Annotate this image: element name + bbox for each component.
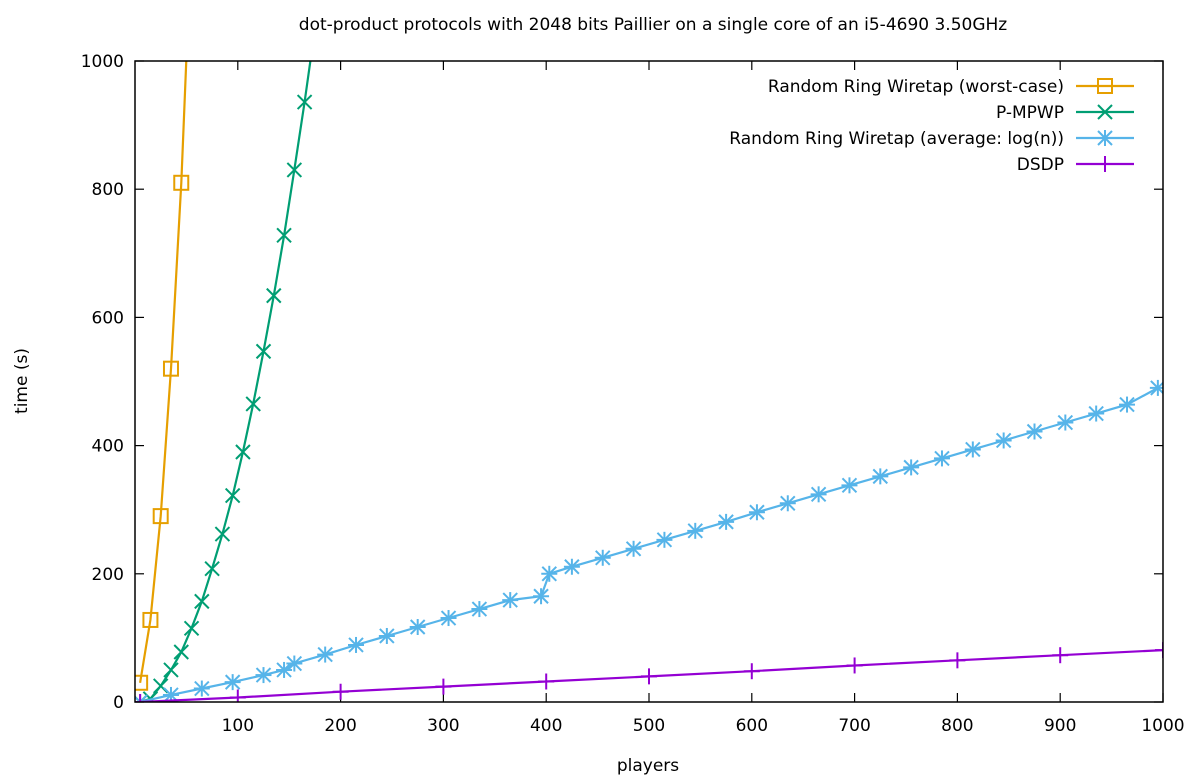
data-point-2 xyxy=(204,560,220,577)
data-point-3 xyxy=(224,674,241,691)
series-line-2 xyxy=(139,61,312,702)
legend-marker xyxy=(1097,156,1113,172)
data-point-3 xyxy=(718,513,735,530)
data-point-2 xyxy=(214,526,231,542)
data-point-2 xyxy=(245,396,261,412)
legend-label: Random Ring Wiretap (average: log(n)) xyxy=(729,129,1064,149)
series-line-3 xyxy=(139,386,1159,702)
data-point-3 xyxy=(541,565,558,582)
y-tick-label: 1000 xyxy=(81,52,124,72)
data-point-4 xyxy=(949,652,966,669)
data-point-3 xyxy=(502,592,519,609)
data-point-4 xyxy=(435,678,452,695)
data-point-3 xyxy=(625,540,642,557)
data-point-3 xyxy=(1119,396,1136,413)
data-point-2 xyxy=(276,227,292,244)
data-point-3 xyxy=(656,531,673,548)
data-point-4 xyxy=(1155,642,1163,659)
y-tick-label: 400 xyxy=(92,437,124,457)
data-point-1 xyxy=(173,174,190,191)
x-tick-label: 300 xyxy=(427,716,459,736)
data-point-2 xyxy=(224,487,241,504)
data-point-2 xyxy=(194,593,210,610)
legend-label: Random Ring Wiretap (worst-case) xyxy=(768,77,1064,97)
data-point-3 xyxy=(317,646,334,663)
x-tick-label: 1000 xyxy=(1141,716,1184,736)
y-tick-label: 800 xyxy=(92,180,124,200)
data-point-4 xyxy=(743,663,760,680)
data-point-2 xyxy=(183,620,200,636)
y-tick-label: 600 xyxy=(92,308,124,328)
x-tick-label: 100 xyxy=(222,716,254,736)
data-point-3 xyxy=(1088,405,1105,422)
plot-frame xyxy=(134,60,1164,703)
data-point-4 xyxy=(332,683,349,700)
data-point-3 xyxy=(286,655,303,672)
data-point-3 xyxy=(276,661,293,678)
data-point-2 xyxy=(173,644,189,660)
legend-marker xyxy=(1097,130,1113,146)
data-point-3 xyxy=(440,610,457,627)
data-point-3 xyxy=(779,495,796,512)
data-point-3 xyxy=(594,549,611,566)
data-point-3 xyxy=(1026,423,1043,440)
x-tick-label: 900 xyxy=(1044,716,1076,736)
data-point-2 xyxy=(163,662,179,678)
data-point-3 xyxy=(903,459,920,476)
data-point-2 xyxy=(255,343,272,360)
data-point-2 xyxy=(266,287,282,304)
x-tick-label: 800 xyxy=(941,716,973,736)
data-point-3 xyxy=(409,619,426,636)
data-point-4 xyxy=(538,673,555,690)
data-point-3 xyxy=(933,450,950,467)
data-point-4 xyxy=(229,689,246,702)
series-line-1 xyxy=(139,61,188,683)
data-point-3 xyxy=(563,558,580,575)
x-tick-label: 600 xyxy=(736,716,768,736)
legend-label: P-MPWP xyxy=(996,103,1064,123)
data-point-3 xyxy=(810,486,827,503)
y-tick-label: 0 xyxy=(113,693,124,713)
data-point-2 xyxy=(286,162,303,178)
legend-marker xyxy=(1097,78,1113,94)
data-point-3 xyxy=(378,627,395,644)
y-axis-label: time (s) xyxy=(12,348,32,414)
chart-title: dot-product protocols with 2048 bits Pai… xyxy=(299,15,1008,35)
x-tick-label: 700 xyxy=(838,716,870,736)
data-point-3 xyxy=(995,432,1012,449)
data-point-4 xyxy=(1052,647,1069,664)
data-point-2 xyxy=(296,94,313,110)
data-point-3 xyxy=(841,477,858,494)
x-tick-label: 200 xyxy=(324,716,356,736)
x-axis-label: players xyxy=(617,756,679,776)
data-point-3 xyxy=(1057,414,1074,431)
data-point-4 xyxy=(846,657,863,674)
data-point-4 xyxy=(135,694,149,702)
data-point-1 xyxy=(142,611,159,628)
data-point-3 xyxy=(348,636,365,653)
x-tick-label: 500 xyxy=(633,716,665,736)
x-tick-label: 400 xyxy=(530,716,562,736)
data-point-1 xyxy=(135,674,149,691)
data-point-3 xyxy=(255,667,272,684)
data-point-3 xyxy=(471,601,488,618)
data-point-2 xyxy=(235,444,251,460)
data-point-1 xyxy=(162,360,179,377)
data-point-4 xyxy=(641,668,657,685)
legend-marker xyxy=(1097,104,1113,120)
legend-label: DSDP xyxy=(1017,155,1064,175)
data-point-3 xyxy=(687,522,704,539)
y-tick-label: 200 xyxy=(92,565,124,585)
data-point-1 xyxy=(152,508,169,525)
data-point-3 xyxy=(872,468,889,485)
data-point-3 xyxy=(748,504,765,521)
data-point-3 xyxy=(193,680,210,697)
data-point-3 xyxy=(964,441,981,458)
data-point-3 xyxy=(533,588,550,605)
